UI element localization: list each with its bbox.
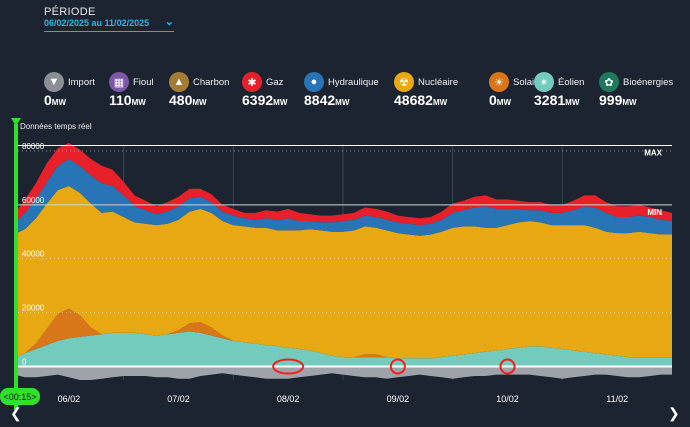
- legend-name: Charbon: [193, 77, 230, 88]
- x-tick-label: 08/02: [277, 394, 300, 404]
- legend-value: 110MW: [109, 92, 146, 108]
- x-tick-label: 06/02: [58, 394, 81, 404]
- x-tick-label: 07/02: [167, 394, 190, 404]
- area-hydraulique: [14, 159, 672, 236]
- time-cursor-handle: [11, 118, 21, 126]
- ref-label-min: MIN: [647, 208, 662, 217]
- legend-name: Import: [68, 77, 95, 88]
- legend: ▼ Import 0MW ▦ Fioul 110MW ▲ Charbon 480MW ✱ Gaz 63…: [44, 72, 684, 112]
- water-drop-icon: ●: [304, 72, 324, 92]
- x-tick-label: 09/02: [387, 394, 410, 404]
- period-label: PÉRIODE: [44, 6, 96, 18]
- sun-icon: ☀: [489, 72, 509, 92]
- period-value: 06/02/2025 au 11/02/2025: [44, 18, 150, 28]
- y-tick-label: 20000: [22, 304, 45, 313]
- ref-label-max: MAX: [644, 149, 662, 158]
- y-tick-label: 80000: [22, 142, 45, 151]
- legend-name: Fioul: [133, 77, 154, 88]
- next-arrow[interactable]: ❯: [668, 405, 680, 421]
- legend-name: Éolien: [558, 77, 585, 88]
- area-export: [14, 366, 672, 380]
- x-tick-label: 10/02: [496, 394, 519, 404]
- legend-value: 480MW: [169, 92, 207, 108]
- import-icon: ▼: [44, 72, 64, 92]
- chevron-down-icon: ⌄: [164, 16, 174, 28]
- y-tick-label: 0: [22, 358, 27, 367]
- legend-value: 48682MW: [394, 92, 448, 108]
- legend-value: 999MW: [599, 92, 637, 108]
- annotation-circle: [389, 358, 406, 375]
- wind-turbine-icon: ✴: [534, 72, 554, 92]
- area-eolien: [14, 331, 672, 367]
- annotation-circle: [272, 358, 305, 375]
- production-chart: Données temps réel 0 20000 40000 60000 80000 M…: [0, 118, 672, 410]
- legend-name: Solaire: [513, 77, 543, 88]
- legend-value: 0MW: [44, 92, 67, 108]
- legend-value: 3281MW: [534, 92, 580, 108]
- chart-title: Données temps réel: [20, 122, 92, 131]
- nuclear-icon: ☢: [394, 72, 414, 92]
- area-nucleaire: [14, 186, 672, 359]
- legend-value: 8842MW: [304, 92, 350, 108]
- period-select[interactable]: 06/02/2025 au 11/02/2025 ⌄: [44, 16, 174, 32]
- flame-icon: ✱: [242, 72, 262, 92]
- legend-name: Hydraulique: [328, 77, 379, 88]
- coal-icon: ▲: [169, 72, 189, 92]
- annotation-circle: [499, 358, 516, 375]
- time-cursor-label: <00:15>: [3, 392, 36, 402]
- oil-icon: ▦: [109, 72, 129, 92]
- previous-arrow[interactable]: ❮: [10, 405, 22, 421]
- legend-name: Gaz: [266, 77, 284, 88]
- legend-value: 6392MW: [242, 92, 288, 108]
- y-tick-label: 40000: [22, 250, 45, 259]
- legend-value: 0MW: [489, 92, 512, 108]
- leaf-icon: ✿: [599, 72, 619, 92]
- y-tick-label: 60000: [22, 196, 45, 205]
- time-cursor-badge: [0, 388, 40, 405]
- legend-name: Nucléaire: [418, 77, 459, 88]
- legend-name: Bioénergies: [623, 77, 674, 88]
- x-tick-label: 11/02: [606, 394, 628, 404]
